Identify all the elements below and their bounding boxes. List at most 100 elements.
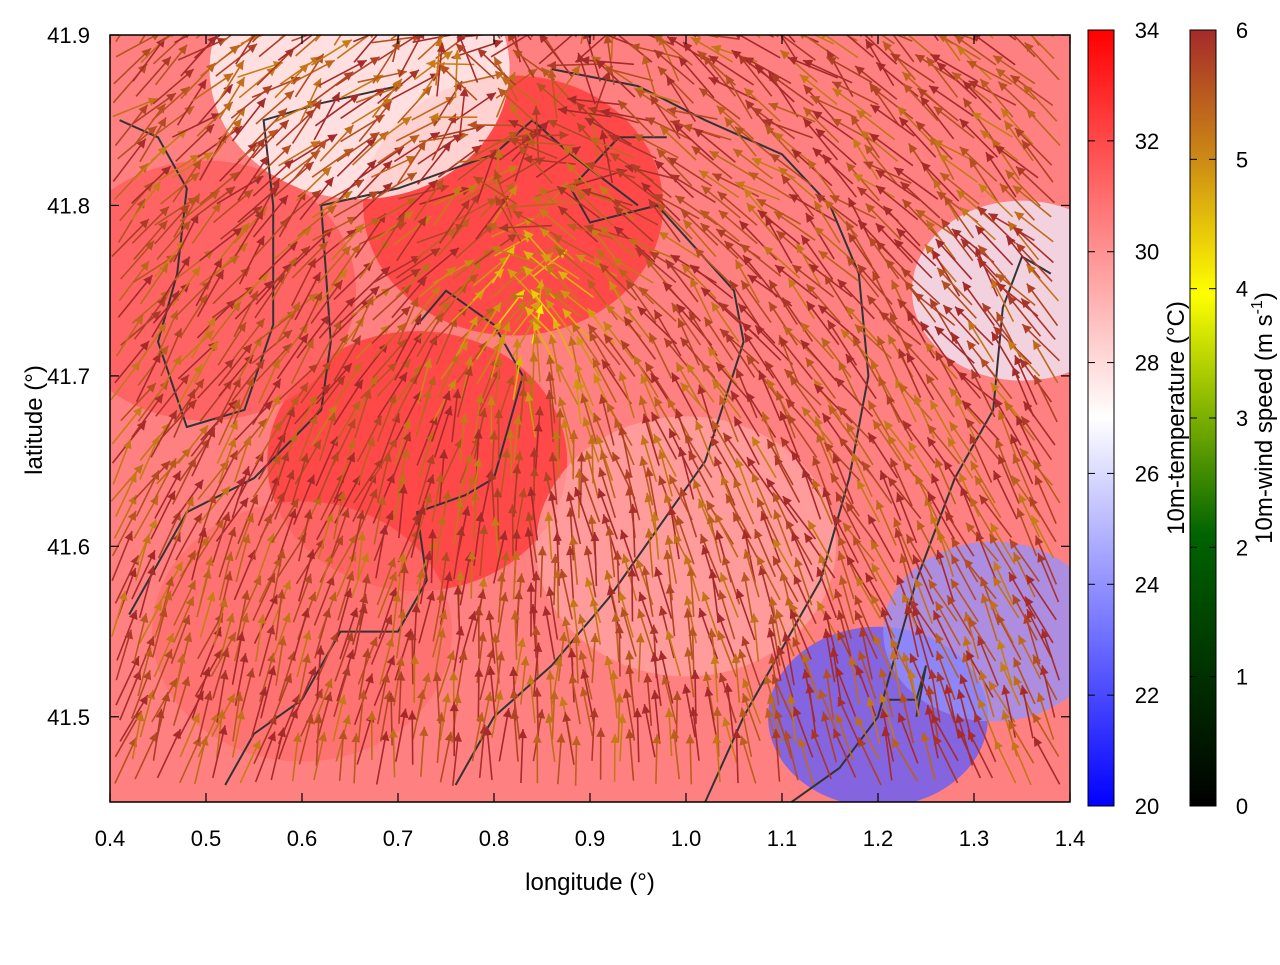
wind-colorbar-label-sup: -1: [1249, 300, 1266, 314]
temperature-colorbar-tick-label: 28: [1135, 351, 1159, 376]
wind-vector-shaft: [726, 13, 773, 37]
wind-vector-head: [726, 13, 736, 21]
wind-vector-head: [445, 26, 455, 35]
wind-vector-head: [768, 15, 777, 25]
temperature-colorbar-tick-label: 34: [1135, 18, 1159, 43]
wind-vector-head: [609, 11, 618, 20]
wind-vector-shaft: [476, 0, 488, 39]
y-tick-label: 41.9: [47, 23, 90, 48]
wind-colorbar-tick-label: 6: [1236, 18, 1248, 43]
x-tick-label: 1.0: [671, 826, 702, 851]
wind-vector-head: [422, 10, 432, 19]
temperature-colorbar: [1088, 30, 1114, 806]
wind-vector-head: [813, 18, 823, 26]
wind-vector-head: [393, 21, 403, 29]
wind-colorbar-label-main: 10m-wind speed (m s: [1251, 314, 1278, 543]
wind-vector-shaft: [556, 0, 577, 36]
wind-colorbar-tick-label: 3: [1236, 406, 1248, 431]
y-tick-label: 41.6: [47, 534, 90, 559]
wind-vector-head: [929, 22, 939, 31]
x-tick-label: 0.6: [287, 826, 318, 851]
wind-vector-head: [398, 11, 407, 21]
wind-vector-head: [290, 23, 300, 32]
wind-vector-head: [225, 8, 235, 17]
wind-vector-head: [583, 25, 593, 33]
wind-vector-head: [212, 17, 222, 25]
wind-vector-head: [135, 0, 144, 9]
wind-vector-head: [280, 6, 290, 16]
y-tick-label: 41.8: [47, 193, 90, 218]
wind-vector-head: [932, 21, 941, 31]
wind-vector-head: [447, 0, 456, 5]
wind-vector-head: [250, 12, 260, 21]
wind-vector-head: [330, 22, 340, 31]
wind-vector-head: [538, 0, 547, 2]
wind-colorbar-tick-label: 4: [1236, 277, 1248, 302]
x-tick-label: 0.8: [479, 826, 510, 851]
y-axis-label: latitude (°): [21, 365, 48, 475]
wind-vector-shaft: [657, 13, 700, 37]
plot-area: [56, 0, 1132, 807]
wind-vector-head: [864, 20, 874, 28]
wind-vector-shaft: [471, 0, 500, 39]
wind-vector-head: [337, 5, 346, 15]
temperature-colorbar-tick-label: 24: [1135, 572, 1159, 597]
wind-vector-head: [1020, 23, 1030, 33]
wind-colorbar-tick-label: 1: [1236, 665, 1248, 690]
temperature-colorbar-tick-label: 26: [1135, 461, 1159, 486]
wind-vector-head: [722, 8, 732, 17]
wind-vector-head: [533, 19, 542, 29]
wind-vector-head: [471, 0, 480, 6]
wind-vector-head: [1017, 6, 1027, 15]
wind-colorbar-label: 10m-wind speed (m s-1): [1249, 292, 1278, 544]
x-tick-label: 1.4: [1055, 826, 1086, 851]
x-tick-label: 1.2: [863, 826, 894, 851]
wind-vector-head: [256, 19, 265, 29]
wind-vector-head: [972, 9, 982, 18]
wind-vector-head: [790, 23, 800, 31]
wind-vector-head: [832, 23, 842, 32]
wind-vector-head: [323, 23, 333, 32]
wind-vector-shaft: [651, 0, 660, 37]
wind-vector-head: [225, 22, 235, 31]
wind-vector-head: [380, 21, 389, 31]
wind-vector-shaft: [196, 8, 235, 39]
temperature-colorbar-tick-label: 32: [1135, 129, 1159, 154]
wind-vector-head: [759, 2, 768, 12]
wind-vector-head: [998, 20, 1008, 30]
wind-vector-head: [616, 0, 625, 5]
wind-vector-head: [1009, 4, 1018, 14]
wind-vector-head: [882, 20, 891, 30]
y-tick-label: 41.7: [47, 364, 90, 389]
x-tick-label: 1.3: [959, 826, 990, 851]
x-tick-label: 0.4: [95, 826, 126, 851]
wind-vector-head: [624, 24, 634, 32]
wind-colorbar-tick-label: 5: [1236, 147, 1248, 172]
wind-vector-head: [192, 14, 202, 23]
wind-vector-head: [907, 0, 916, 7]
x-tick-label: 0.9: [575, 826, 606, 851]
wind-vector-shaft: [722, 8, 760, 38]
wind-vector-shaft: [594, 0, 596, 40]
wind-colorbar-label-end: ): [1251, 292, 1278, 300]
x-tick-label: 1.1: [767, 826, 798, 851]
wind-vector-head: [352, 4, 361, 14]
wind-vector-head: [958, 6, 968, 15]
wind-vector-shaft: [850, 0, 872, 38]
x-tick-label: 0.5: [191, 826, 222, 851]
wind-vector-shaft: [498, 0, 531, 40]
wind-vector-head: [159, 0, 168, 10]
wind-vector-head: [585, 0, 594, 5]
wind-colorbar-tick-label: 2: [1236, 535, 1248, 560]
wind-vector-shaft: [518, 0, 547, 37]
temperature-colorbar-tick-label: 22: [1135, 683, 1159, 708]
wind-vector-shaft: [1017, 6, 1054, 36]
wind-vector-head: [498, 0, 507, 7]
temperature-colorbar-tick-label: 20: [1135, 794, 1159, 819]
temperature-colorbar-tick-label: 30: [1135, 240, 1159, 265]
wind-vector-head: [769, 20, 779, 28]
x-axis-label: longitude (°): [525, 869, 655, 896]
wind-colorbar-tick-label: 0: [1236, 794, 1248, 819]
